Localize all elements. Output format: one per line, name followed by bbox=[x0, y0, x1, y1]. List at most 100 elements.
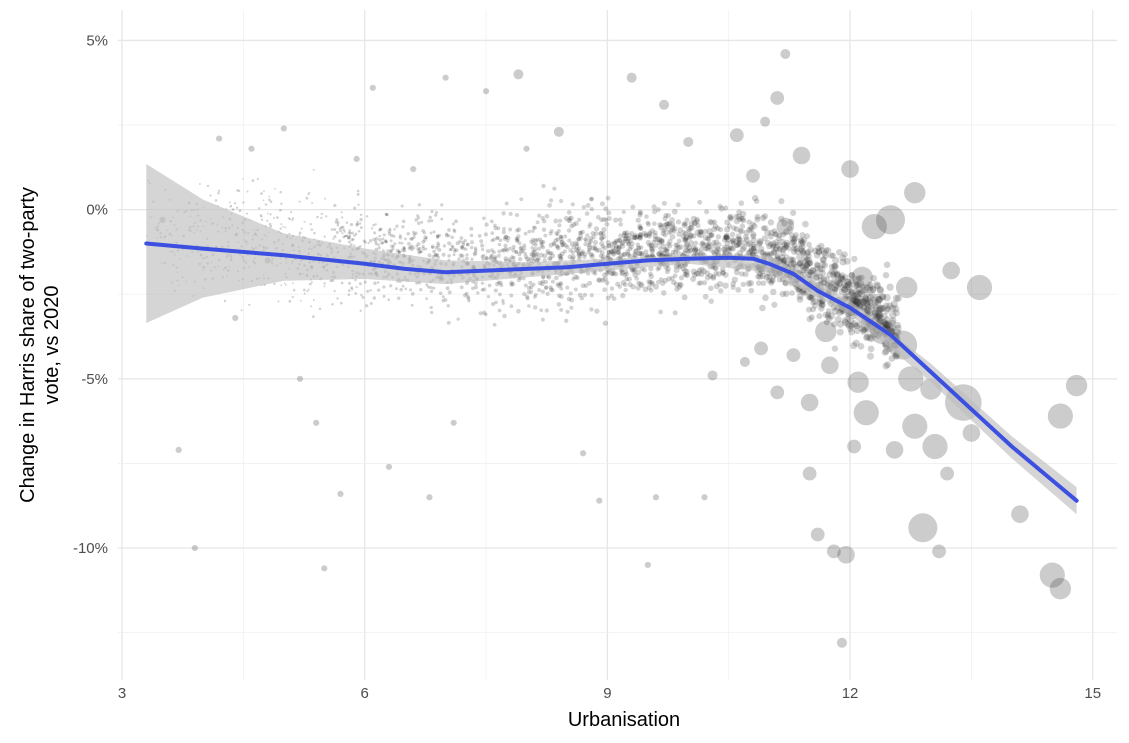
cloud-point bbox=[511, 244, 516, 250]
data-point bbox=[826, 544, 841, 559]
cloud-point bbox=[504, 248, 510, 253]
cloud-point bbox=[815, 244, 822, 252]
data-points bbox=[159, 48, 1088, 648]
cloud-point bbox=[598, 231, 604, 237]
cloud-point bbox=[787, 256, 794, 263]
cloud-point bbox=[699, 266, 705, 273]
cloud-point bbox=[783, 228, 790, 235]
cloud-point bbox=[432, 230, 436, 234]
cloud-point bbox=[558, 236, 564, 241]
cloud-point bbox=[624, 276, 630, 282]
cloud-point bbox=[611, 296, 617, 301]
cloud-point bbox=[841, 317, 849, 324]
cloud-point bbox=[621, 233, 628, 239]
cloud-point bbox=[831, 263, 838, 270]
cloud-point bbox=[511, 248, 516, 253]
cloud-point bbox=[686, 248, 693, 255]
cloud-point bbox=[354, 232, 358, 236]
cloud-point bbox=[472, 252, 477, 257]
cloud-point bbox=[454, 219, 458, 224]
cloud-point bbox=[764, 229, 771, 236]
cloud-point bbox=[803, 261, 811, 269]
cloud-point bbox=[742, 271, 749, 278]
cloud-point bbox=[496, 226, 501, 231]
cloud-point bbox=[441, 295, 445, 299]
cloud-point bbox=[736, 216, 743, 223]
cloud-point bbox=[865, 303, 873, 310]
cloud-point bbox=[334, 220, 338, 224]
cloud-point bbox=[503, 234, 508, 240]
data-point bbox=[932, 544, 946, 559]
cloud-point bbox=[223, 299, 227, 303]
cloud-point bbox=[773, 231, 780, 238]
cloud-point bbox=[416, 214, 420, 218]
cloud-point bbox=[484, 255, 489, 260]
cloud-point bbox=[476, 291, 480, 295]
cloud-point bbox=[614, 249, 620, 256]
cloud-point bbox=[717, 203, 723, 210]
cloud-point bbox=[866, 281, 874, 289]
cloud-point bbox=[310, 281, 313, 284]
cloud-point bbox=[397, 250, 401, 253]
cloud-point bbox=[618, 222, 623, 227]
cloud-point bbox=[729, 237, 736, 244]
cloud-point bbox=[482, 287, 487, 292]
cloud-point bbox=[347, 289, 351, 292]
cloud-point bbox=[727, 245, 733, 251]
cloud-point bbox=[552, 186, 557, 191]
cloud-point bbox=[637, 209, 643, 215]
cloud-point bbox=[493, 255, 498, 259]
y-tick-label: -5% bbox=[81, 371, 108, 388]
cloud-point bbox=[541, 239, 546, 245]
cloud-point bbox=[805, 271, 813, 279]
cloud-point bbox=[647, 279, 653, 285]
cloud-point bbox=[882, 320, 890, 328]
cloud-point bbox=[217, 192, 220, 195]
cloud-point bbox=[620, 292, 626, 299]
cloud-point bbox=[834, 315, 842, 323]
cloud-point bbox=[538, 237, 542, 242]
cloud-point bbox=[833, 272, 841, 280]
cloud-point bbox=[874, 295, 883, 304]
cloud-point bbox=[344, 234, 348, 238]
cloud-point bbox=[662, 227, 668, 233]
cloud-point bbox=[818, 265, 826, 273]
cloud-point bbox=[632, 272, 638, 278]
cloud-point bbox=[735, 240, 743, 248]
cloud-point bbox=[854, 294, 862, 302]
cloud-point bbox=[611, 240, 617, 246]
cloud-point bbox=[859, 298, 867, 307]
data-point bbox=[1011, 505, 1029, 523]
cloud-point bbox=[663, 221, 670, 228]
cloud-point bbox=[631, 234, 637, 241]
cloud-point bbox=[658, 250, 664, 256]
cloud-point bbox=[647, 242, 652, 248]
cloud-point bbox=[682, 272, 688, 277]
cloud-point bbox=[370, 227, 374, 230]
data-point bbox=[815, 320, 837, 343]
cloud-point bbox=[803, 261, 810, 268]
cloud-point bbox=[350, 231, 355, 235]
cloud-point bbox=[812, 247, 819, 255]
cloud-point bbox=[832, 286, 839, 293]
cloud-point bbox=[461, 242, 466, 246]
cloud-point bbox=[269, 213, 272, 216]
cloud-point bbox=[540, 245, 546, 250]
cloud-point bbox=[410, 292, 415, 296]
cloud-point bbox=[620, 280, 626, 286]
cloud-point bbox=[489, 248, 494, 253]
cloud-point bbox=[606, 253, 611, 258]
cloud-point bbox=[648, 265, 654, 272]
data-point bbox=[800, 393, 819, 412]
cloud-point bbox=[658, 238, 664, 244]
cloud-point bbox=[853, 297, 860, 305]
cloud-point bbox=[658, 277, 664, 282]
cloud-point bbox=[615, 238, 620, 244]
cloud-point bbox=[650, 281, 656, 287]
cloud-point bbox=[516, 277, 522, 283]
cloud-point bbox=[238, 209, 242, 213]
cloud-point bbox=[750, 245, 757, 252]
cloud-point bbox=[790, 209, 797, 216]
cloud-point bbox=[339, 229, 343, 233]
cloud-point bbox=[246, 190, 249, 193]
